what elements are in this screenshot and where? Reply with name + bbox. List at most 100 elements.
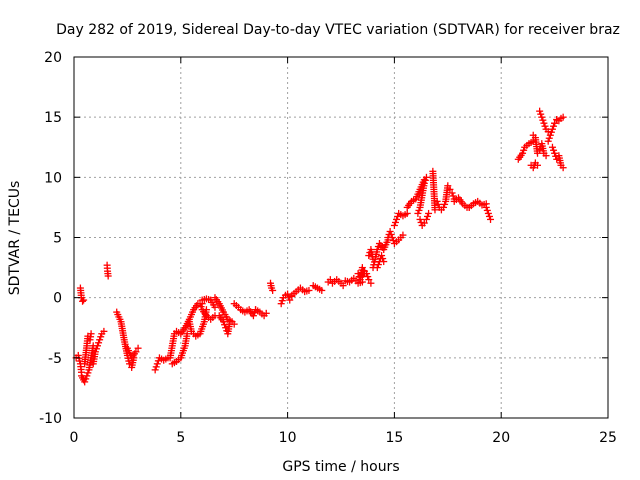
data-point (339, 282, 347, 290)
data-point (363, 270, 371, 278)
data-point (196, 300, 204, 308)
data-point (378, 252, 386, 260)
data-point (520, 146, 528, 154)
data-point (420, 179, 428, 187)
data-point (536, 146, 544, 154)
data-point (82, 375, 90, 383)
data-point (414, 209, 422, 217)
data-point (431, 206, 439, 214)
data-point (81, 378, 89, 386)
data-point (93, 342, 101, 350)
data-point (220, 318, 228, 326)
data-point (539, 116, 547, 124)
x-tick-label: 0 (70, 430, 79, 446)
data-point (284, 290, 292, 298)
y-tick-label: 20 (44, 50, 62, 66)
data-points (72, 107, 567, 386)
data-point (424, 212, 432, 220)
data-point (537, 110, 545, 118)
grid (74, 57, 608, 418)
data-point (277, 300, 285, 308)
data-point (286, 296, 294, 304)
data-point (373, 264, 381, 272)
data-point (483, 206, 491, 214)
data-point (92, 345, 100, 353)
x-tick-label: 5 (176, 430, 185, 446)
data-point (542, 152, 550, 160)
data-point (95, 339, 103, 347)
data-point (211, 303, 219, 311)
data-point (226, 318, 234, 326)
data-point (559, 164, 567, 172)
data-point (365, 252, 373, 260)
data-point (318, 286, 326, 294)
data-point (91, 348, 99, 356)
axis-ticks: 0 5 10 15 20 25 -10 -5 0 5 10 15 20 (39, 50, 617, 446)
data-point (249, 312, 257, 320)
data-point (79, 297, 87, 305)
data-point (416, 215, 424, 223)
data-point (152, 363, 160, 371)
data-point (132, 348, 140, 356)
data-point (538, 113, 546, 121)
data-point (545, 134, 553, 142)
data-point (153, 360, 161, 368)
data-point (425, 209, 433, 217)
data-point (97, 333, 105, 341)
x-tick-label: 25 (599, 430, 617, 446)
data-point (358, 264, 366, 272)
data-point (422, 215, 430, 223)
x-tick-label: 10 (279, 430, 297, 446)
data-point (87, 330, 95, 338)
data-point (391, 218, 399, 226)
data-point (422, 173, 430, 181)
data-point (373, 246, 381, 254)
data-point (421, 176, 429, 184)
data-point (534, 149, 542, 157)
data-point (278, 297, 286, 305)
data-point (434, 200, 442, 208)
data-point (104, 272, 112, 280)
x-tick-label: 15 (385, 430, 403, 446)
data-point (449, 192, 457, 200)
data-point (548, 125, 556, 133)
data-point (544, 137, 552, 145)
data-point (379, 255, 387, 263)
data-point (433, 197, 441, 205)
y-tick-label: 0 (53, 291, 62, 307)
y-tick-label: -5 (48, 351, 62, 367)
data-point (326, 276, 334, 284)
data-point (380, 258, 388, 266)
data-point (197, 303, 205, 311)
data-point (403, 209, 411, 217)
y-tick-label: -10 (39, 411, 62, 427)
data-point (448, 189, 456, 197)
data-point (387, 230, 395, 238)
data-point (540, 119, 548, 127)
x-tick-label: 20 (492, 430, 510, 446)
data-point (551, 119, 559, 127)
y-tick-label: 15 (44, 110, 62, 126)
data-point (487, 215, 495, 223)
data-point (393, 215, 401, 223)
data-point (444, 182, 452, 190)
data-point (399, 231, 407, 239)
data-point (534, 161, 542, 169)
data-point (440, 203, 448, 211)
data-point (134, 344, 142, 352)
data-point (390, 221, 398, 229)
data-point (222, 324, 230, 332)
data-point (541, 122, 549, 130)
y-tick-label: 10 (44, 170, 62, 186)
data-point (100, 327, 108, 335)
data-point (547, 128, 555, 136)
data-point (415, 206, 423, 214)
data-point (269, 286, 277, 294)
data-point (484, 209, 492, 217)
data-point (374, 261, 382, 269)
data-point (83, 372, 91, 380)
data-point (364, 273, 372, 281)
data-point (519, 149, 527, 157)
